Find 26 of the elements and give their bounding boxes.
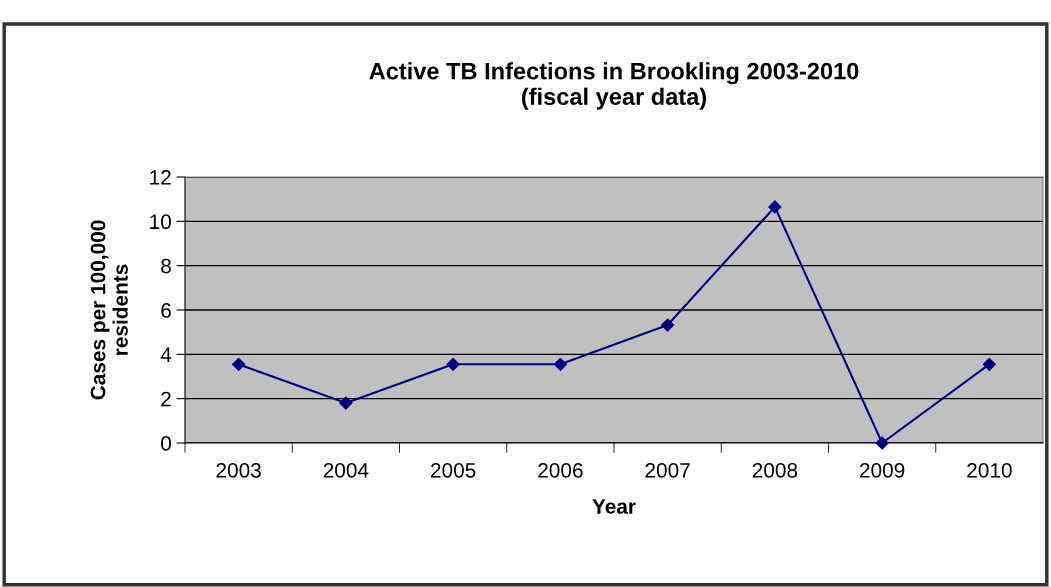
y-axis-title: Cases per 100,000 residents [90,220,128,400]
y-tick-label: 4 [160,347,172,362]
x-tick-label: 2008 [752,462,798,478]
y-tick-label: 12 [150,170,171,185]
x-tick-label: 2006 [538,462,583,478]
y-tick-label: 2 [161,391,171,407]
x-tick-label: 2004 [323,462,369,478]
y-tick-label: 8 [161,258,171,274]
x-tick-label: 2010 [967,462,1012,478]
point [768,200,782,214]
x-axis-title: Year [592,499,636,514]
point [661,318,675,332]
point [339,396,353,410]
y-tick-label: 10 [150,214,171,230]
x-tick-label: 2005 [431,462,476,478]
y-tick-label: 6 [161,303,171,318]
point [875,436,889,450]
point [446,357,460,371]
x-tick-label: 2003 [216,462,261,478]
x-tick-label: 2009 [860,462,905,478]
point [553,357,567,371]
point [982,357,996,371]
chart-title: Active TB Infections in Brookling 2003-2010 (fiscal year data) [369,62,859,110]
x-tick-label: 2007 [645,462,690,478]
y-tick-label: 0 [161,436,171,451]
point [232,357,246,371]
